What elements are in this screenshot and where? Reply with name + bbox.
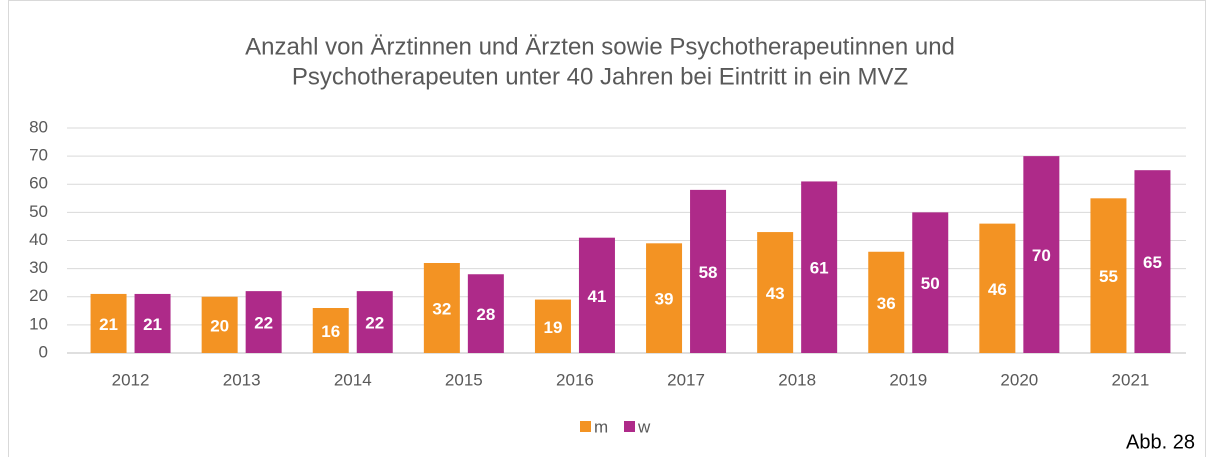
bar [1090, 198, 1127, 353]
data-label: 55 [1099, 267, 1118, 286]
x-tick-label: 2012 [112, 370, 150, 389]
data-label: 70 [1032, 246, 1051, 265]
bar [868, 251, 905, 353]
bar [801, 181, 838, 353]
y-tick-label: 20 [29, 286, 48, 305]
data-label: 65 [1143, 253, 1162, 272]
legend-swatch [624, 421, 635, 432]
y-tick-label: 80 [29, 117, 48, 136]
data-label: 20 [210, 316, 229, 335]
bar [356, 291, 393, 353]
data-label: 58 [699, 263, 718, 282]
data-label: 32 [432, 299, 451, 318]
x-tick-label: 2015 [445, 370, 483, 389]
data-label: 28 [476, 305, 495, 324]
x-tick-label: 2016 [556, 370, 594, 389]
bar [534, 299, 571, 353]
bar [912, 212, 949, 353]
bar [646, 243, 683, 353]
data-label: 16 [321, 322, 340, 341]
bar [1134, 170, 1171, 353]
bar [690, 189, 727, 353]
x-tick-label: 2018 [778, 370, 816, 389]
legend-label: m [594, 417, 608, 436]
data-label: 22 [254, 314, 273, 333]
y-tick-label: 30 [29, 258, 48, 277]
x-tick-label: 2013 [223, 370, 261, 389]
bar [245, 291, 282, 353]
y-tick-label: 10 [29, 314, 48, 333]
x-tick-label: 2021 [1112, 370, 1150, 389]
bar [757, 232, 794, 353]
bar [423, 263, 460, 353]
x-tick-label: 2014 [334, 370, 372, 389]
y-tick-label: 0 [39, 342, 48, 361]
bar [312, 308, 349, 353]
bar [134, 293, 171, 353]
bar [467, 274, 504, 353]
data-label: 21 [143, 315, 162, 334]
bar [201, 296, 238, 353]
y-tick-label: 70 [29, 146, 48, 165]
data-label: 46 [988, 280, 1007, 299]
bar [578, 237, 615, 353]
x-tick-label: 2017 [667, 370, 705, 389]
data-label: 36 [877, 294, 896, 313]
data-label: 19 [543, 318, 562, 337]
chart-title: Anzahl von Ärztinnen und Ärzten sowie Ps… [245, 33, 955, 60]
x-tick-label: 2020 [1000, 370, 1038, 389]
data-label: 21 [99, 315, 118, 334]
legend-label: w [637, 417, 651, 436]
y-tick-label: 60 [29, 174, 48, 193]
data-label: 43 [766, 284, 785, 303]
data-label: 61 [810, 259, 829, 278]
bar [90, 293, 127, 353]
bar [1023, 156, 1060, 353]
data-label: 41 [587, 287, 606, 306]
bar [979, 223, 1016, 353]
x-tick-label: 2019 [889, 370, 927, 389]
legend-swatch [580, 421, 591, 432]
data-label: 50 [921, 274, 940, 293]
data-label: 22 [365, 314, 384, 333]
y-tick-label: 40 [29, 230, 48, 249]
figure-note: Abb. 28 [1126, 431, 1195, 453]
chart-title: Psychotherapeuten unter 40 Jahren bei Ei… [292, 63, 908, 90]
y-tick-label: 50 [29, 202, 48, 221]
data-label: 39 [655, 290, 674, 309]
